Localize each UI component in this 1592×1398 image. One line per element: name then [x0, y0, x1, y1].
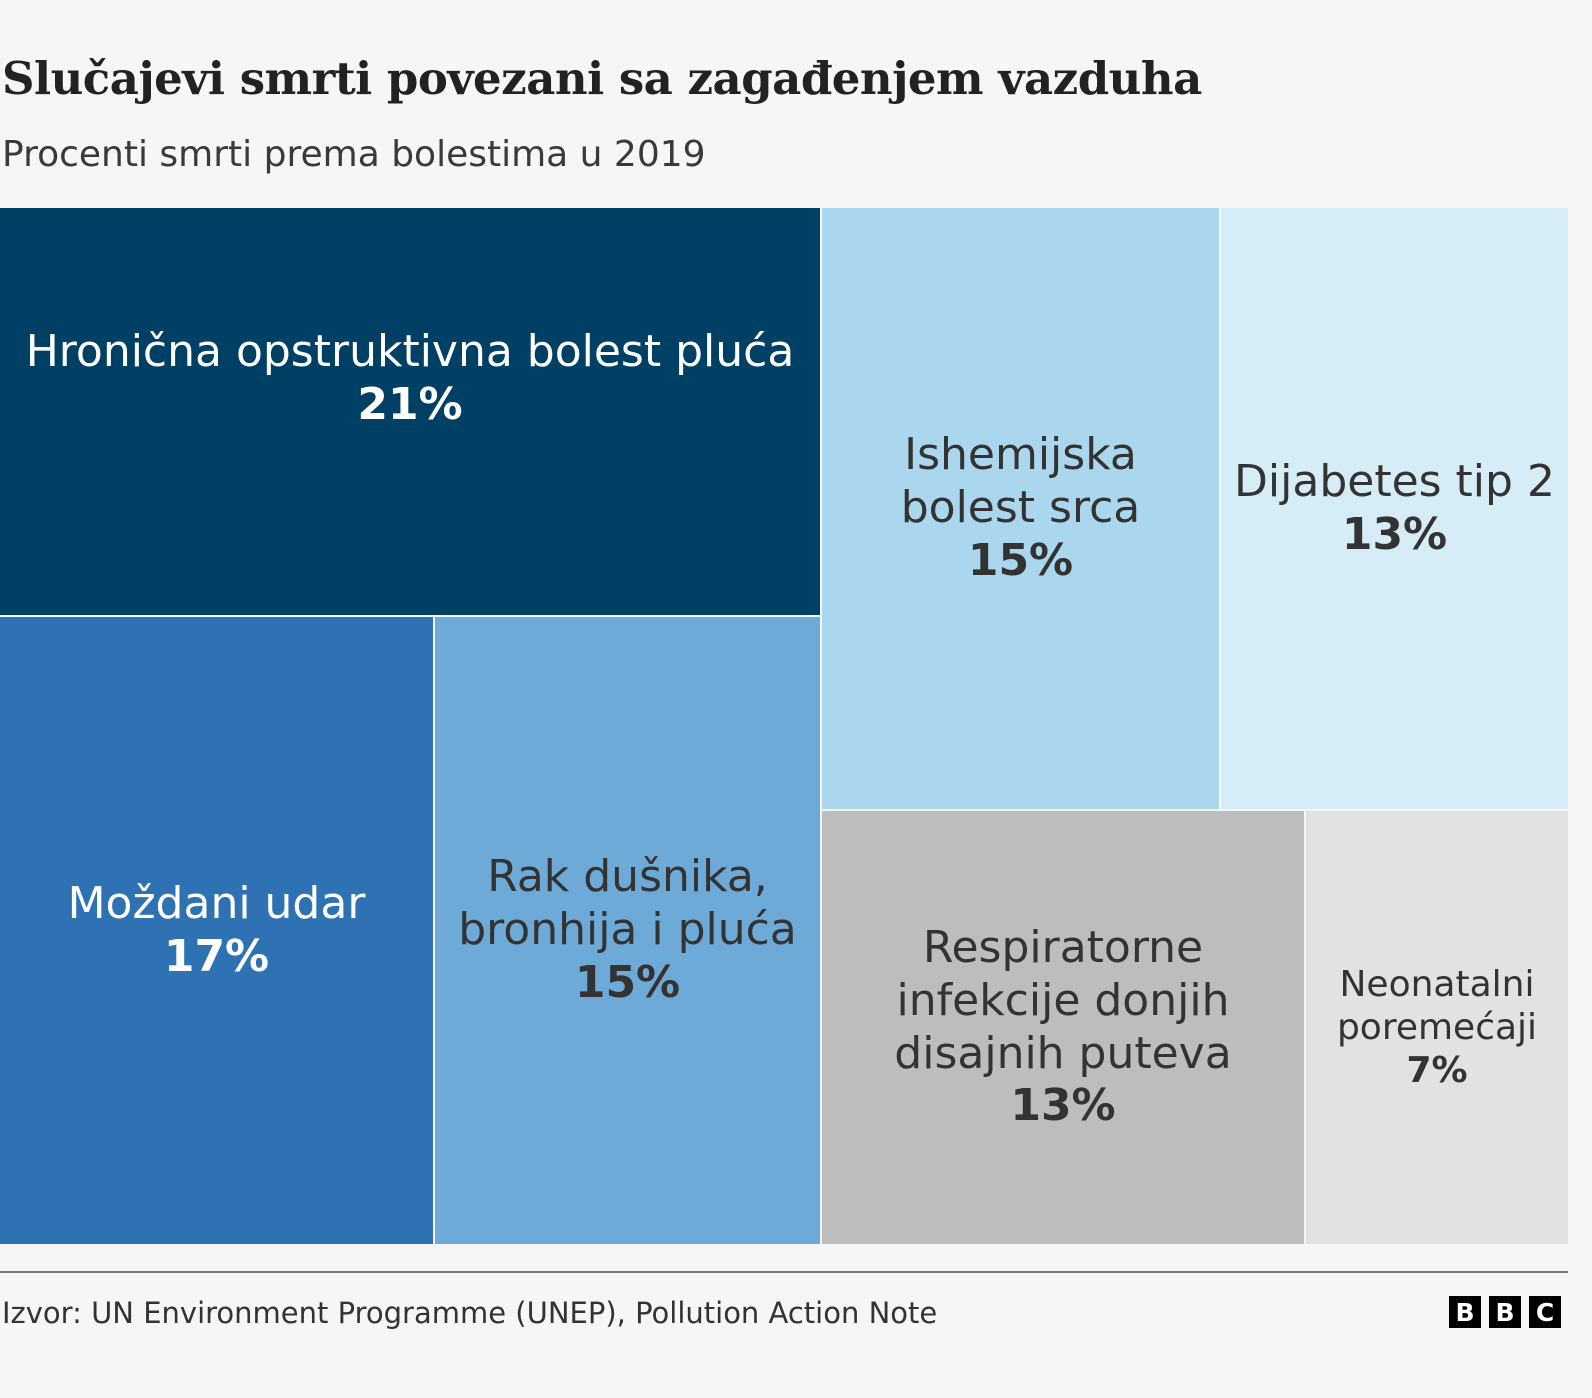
bbc-logo: B B C: [1449, 1296, 1561, 1328]
cell-label: Hronična opstruktivna bolest pluća: [25, 326, 795, 377]
chart-subtitle: Procenti smrti prema bolestima u 2019: [2, 134, 706, 175]
logo-letter: B: [1489, 1296, 1521, 1328]
cell-value-label: 15%: [574, 956, 681, 1008]
treemap-cell: Rak dušnika, bronhija i pluća 15%: [435, 617, 820, 1244]
cell-value-label: 17%: [163, 930, 270, 982]
cell-label: Ishemijska bolest srca: [900, 429, 1141, 534]
logo-letter: C: [1529, 1296, 1561, 1328]
cell-label: Rak dušnika, bronhija i pluća: [458, 851, 797, 956]
cell-label: Dijabetes tip 2: [1234, 455, 1555, 507]
treemap-cell: Dijabetes tip 2 13%: [1221, 208, 1568, 809]
source-note: Izvor: UN Environment Programme (UNEP), …: [2, 1296, 938, 1330]
cell-value-label: 21%: [357, 378, 463, 430]
cell-value-label: 15%: [967, 534, 1074, 586]
logo-letter: B: [1449, 1296, 1481, 1328]
footer-divider: [0, 1271, 1568, 1273]
treemap-cell: Hronična opstruktivna bolest pluća 21%: [0, 208, 820, 615]
treemap-cell: Neonatalni poremećaji 7%: [1306, 811, 1568, 1244]
treemap: Hronična opstruktivna bolest pluća 21% Mož…: [0, 208, 1568, 1244]
cell-value-label: 13%: [1010, 1080, 1116, 1132]
treemap-cell: Respiratorne infekcije donjih disajnih p…: [822, 811, 1304, 1244]
cell-label: Moždani udar: [67, 877, 366, 929]
treemap-cell: Ishemijska bolest srca 15%: [822, 208, 1219, 809]
treemap-cell: Moždani udar 17%: [0, 617, 433, 1244]
cell-value-label: 13%: [1341, 508, 1448, 560]
cell-label: Respiratorne infekcije donjih disajnih p…: [894, 921, 1232, 1079]
cell-label: Neonatalni poremećaji: [1336, 963, 1538, 1048]
cell-value-label: 7%: [1406, 1050, 1468, 1092]
chart-title: Slučajevi smrti povezani sa zagađenjem v…: [2, 52, 1202, 105]
